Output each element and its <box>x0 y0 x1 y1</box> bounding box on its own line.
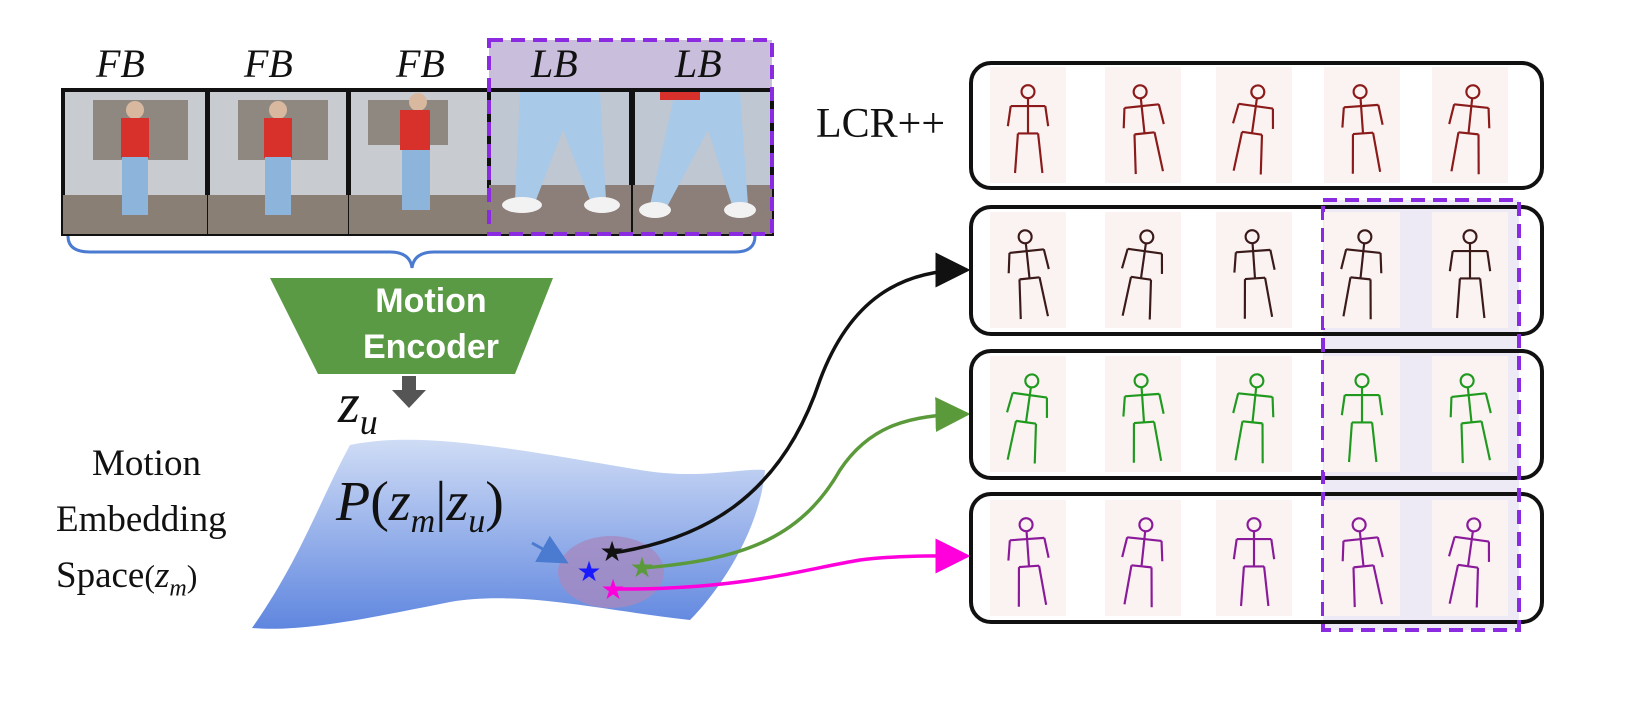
motion-encoder-block <box>270 278 553 374</box>
probability-label: P(zm|zu) <box>336 471 504 541</box>
space-word: Space <box>56 555 145 596</box>
prob-z1-sub: m <box>410 503 436 541</box>
pointer-arrow <box>531 535 569 564</box>
lb-dashed-column <box>1321 198 1521 632</box>
space-var: z <box>155 555 170 596</box>
prob-z2: z <box>446 471 469 533</box>
space-label-line1: Motion <box>92 443 201 484</box>
arrow-to-row-3 <box>613 538 971 591</box>
lb-label-band <box>489 40 772 88</box>
frame-label-2: FB <box>244 41 293 86</box>
arrow-to-row-2 <box>641 397 971 570</box>
frame-label-3: FB <box>396 41 445 86</box>
latent-zu: zu <box>338 372 378 443</box>
pose-row-magenta <box>969 492 1544 624</box>
frame-label-5: LB <box>675 41 722 86</box>
space-var-sub: m <box>169 575 187 602</box>
encoder-label-line2: Encoder <box>362 328 500 366</box>
dancer-legs-2 <box>633 92 772 234</box>
frames-brace <box>66 235 757 269</box>
star-black-icon: ★ <box>599 535 624 568</box>
prob-p: P <box>336 471 371 533</box>
lb-dashed-box <box>487 38 774 236</box>
latent-sub: u <box>359 402 378 443</box>
frame-label-1: FB <box>96 41 145 86</box>
encoder-label-line1: Motion <box>375 282 487 320</box>
pose-row-baseline <box>969 61 1544 190</box>
dancer-legs-1 <box>489 92 631 234</box>
pose-row-green <box>969 349 1544 480</box>
dancer-full-body-1 <box>63 100 207 234</box>
frame-label-4: LB <box>531 41 578 86</box>
pose-figures <box>990 67 1508 616</box>
space-label-line2: Embedding <box>56 499 227 540</box>
prob-z2-sub: u <box>468 503 486 541</box>
encoder-output-arrow <box>392 376 426 408</box>
star-blue-icon: ★ <box>576 555 601 588</box>
prob-z1: z <box>388 471 411 533</box>
video-frames <box>61 88 774 236</box>
space-label-line3: Space(zm) <box>56 555 198 602</box>
dancer-full-body-3 <box>349 93 489 234</box>
latent-z: z <box>338 373 360 435</box>
dancer-full-body-2 <box>208 100 348 234</box>
pose-row-black <box>969 205 1544 336</box>
arrow-to-row-1 <box>611 252 971 555</box>
star-green-icon: ★ <box>629 551 654 584</box>
baseline-label: LCR++ <box>816 101 946 147</box>
star-magenta-icon: ★ <box>600 573 625 606</box>
